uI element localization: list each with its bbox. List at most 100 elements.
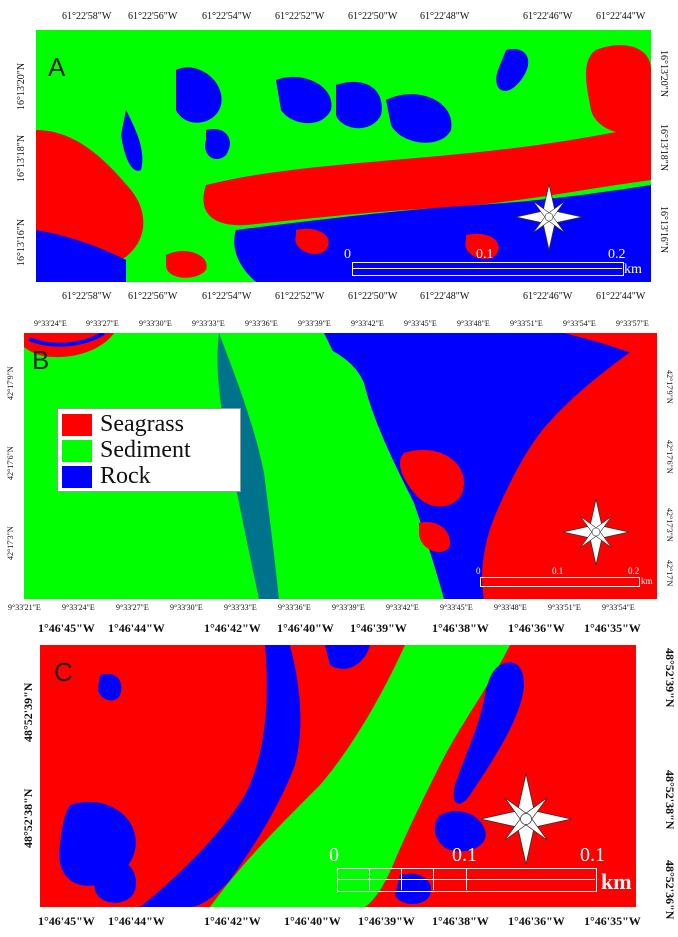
legend-swatch-sediment bbox=[62, 440, 92, 462]
legend-label-sediment: Sediment bbox=[100, 437, 191, 463]
top-tick-b-1: 9°33'27"E bbox=[86, 319, 119, 328]
bottom-tick-a-6: 61°22'46"W bbox=[523, 291, 573, 302]
top-tick-c-6: 1°46'36"W bbox=[508, 621, 565, 635]
right-tick-b-1: 42°17'6"N bbox=[665, 440, 674, 474]
left-tick-c-0: 48°52'39"N bbox=[21, 682, 35, 742]
right-tick-c-0: 48°52'39"N bbox=[663, 648, 677, 708]
bottom-tick-a-7: 61°22'44"W bbox=[596, 291, 646, 302]
top-tick-b-4: 9°33'36"E bbox=[245, 319, 278, 328]
right-tick-b-2: 42°17'3"N bbox=[665, 508, 674, 542]
bottom-tick-c-3: 1°46'40"W bbox=[284, 914, 341, 928]
legend-label-rock: Rock bbox=[100, 463, 151, 489]
top-tick-b-6: 9°33'42"E bbox=[351, 319, 384, 328]
top-tick-a-4: 61°22'50"W bbox=[348, 11, 398, 22]
classification-map-c bbox=[59, 645, 524, 907]
left-tick-a-1: 16°13'18"N bbox=[16, 134, 27, 182]
top-tick-c-0: 1°46'45"W bbox=[38, 621, 95, 635]
top-tick-a-1: 61°22'56"W bbox=[128, 11, 178, 22]
bottom-tick-b-0: 9°33'21"E bbox=[8, 603, 41, 612]
legend-item-rock: Rock bbox=[62, 463, 238, 489]
top-tick-c-1: 1°46'44"W bbox=[108, 621, 165, 635]
left-tick-b-1: 42°17'6"N bbox=[6, 446, 15, 480]
bottom-tick-b-5: 9°33'36"E bbox=[278, 603, 311, 612]
scale-label-b-1: 0.1 bbox=[552, 566, 564, 576]
bottom-tick-a-3: 61°22'52"W bbox=[275, 291, 325, 302]
panel-label-a: A bbox=[48, 52, 66, 82]
top-tick-a-2: 61°22'54"W bbox=[202, 11, 252, 22]
bottom-tick-a-1: 61°22'56"W bbox=[128, 291, 178, 302]
scale-label-b-0: 0 bbox=[476, 566, 481, 576]
top-tick-c-3: 1°46'40"W bbox=[277, 621, 334, 635]
bottom-tick-c-5: 1°46'38"W bbox=[432, 914, 489, 928]
top-tick-b-11: 9°33'57"E bbox=[616, 319, 649, 328]
bottom-tick-c-7: 1°46'35"W bbox=[584, 914, 641, 928]
scale-bar-c-div2 bbox=[401, 868, 402, 890]
scale-unit-b: km bbox=[641, 576, 653, 586]
top-tick-b-7: 9°33'45"E bbox=[404, 319, 437, 328]
right-tick-b-0: 42°17'9"N bbox=[665, 370, 674, 404]
compass-rose-icon bbox=[480, 773, 572, 865]
bottom-tick-b-7: 9°33'42"E bbox=[386, 603, 419, 612]
top-tick-b-8: 9°33'48"E bbox=[457, 319, 490, 328]
top-tick-b-9: 9°33'51"E bbox=[510, 319, 543, 328]
top-tick-b-10: 9°33'54"E bbox=[563, 319, 596, 328]
top-tick-c-4: 1°46'39"W bbox=[350, 621, 407, 635]
top-tick-c-2: 1°46'42"W bbox=[204, 621, 261, 635]
top-tick-a-6: 61°22'46"W bbox=[523, 11, 573, 22]
scale-label-a-0: 0 bbox=[344, 247, 351, 262]
scale-bar-c bbox=[337, 868, 597, 892]
scale-unit-c: km bbox=[601, 869, 632, 894]
top-tick-b-0: 9°33'24"E bbox=[34, 319, 67, 328]
bottom-tick-a-0: 61°22'58"W bbox=[62, 291, 112, 302]
legend-label-seagrass: Seagrass bbox=[100, 411, 184, 437]
right-tick-a-0: 16°13'20"N bbox=[658, 50, 669, 98]
legend: Seagrass Sediment Rock bbox=[57, 408, 241, 492]
legend-item-seagrass: Seagrass bbox=[62, 411, 238, 437]
bottom-tick-b-4: 9°33'33"E bbox=[224, 603, 257, 612]
panel-label-c: C bbox=[54, 657, 73, 687]
top-tick-b-2: 9°33'30"E bbox=[139, 319, 172, 328]
scale-bar-c-div1 bbox=[369, 868, 370, 890]
compass-rose-icon bbox=[515, 183, 583, 251]
left-tick-a-0: 16°13'20"N bbox=[16, 62, 27, 110]
top-tick-a-7: 61°22'44"W bbox=[596, 11, 646, 22]
scale-bar-c-div3 bbox=[433, 868, 434, 890]
bottom-tick-c-4: 1°46'39"W bbox=[358, 914, 415, 928]
scale-label-c-1: 0.1 bbox=[452, 844, 477, 866]
right-tick-a-1: 16°13'18"N bbox=[658, 124, 669, 172]
scale-unit-a: km bbox=[624, 262, 642, 277]
bottom-tick-b-10: 9°33'51"E bbox=[548, 603, 581, 612]
scale-label-c-0: 0 bbox=[329, 844, 339, 866]
left-tick-b-2: 42°17'3"N bbox=[6, 526, 15, 560]
bottom-tick-c-0: 1°46'45"W bbox=[38, 914, 95, 928]
right-tick-b-3: 42°17'N bbox=[665, 560, 674, 587]
bottom-tick-a-5: 61°22'48"W bbox=[420, 291, 470, 302]
right-tick-c-2: 48°52'36"N bbox=[663, 860, 677, 920]
left-tick-c-1: 48°52'38"N bbox=[21, 788, 35, 848]
legend-item-sediment: Sediment bbox=[62, 437, 238, 463]
scale-bar-b bbox=[480, 577, 640, 587]
bottom-tick-b-9: 9°33'48"E bbox=[494, 603, 527, 612]
legend-swatch-seagrass bbox=[62, 414, 92, 436]
top-tick-c-5: 1°46'38"W bbox=[432, 621, 489, 635]
map-a[interactable]: A 0 0.1 0.2 km bbox=[36, 30, 651, 282]
scale-label-a-1: 0.1 bbox=[476, 247, 494, 262]
top-tick-b-5: 9°33'39"E bbox=[298, 319, 331, 328]
bottom-tick-c-1: 1°46'44"W bbox=[108, 914, 165, 928]
top-tick-a-3: 61°22'52"W bbox=[275, 11, 325, 22]
bottom-tick-b-6: 9°33'39"E bbox=[332, 603, 365, 612]
scale-label-b-2: 0.2 bbox=[628, 566, 640, 576]
bottom-tick-b-3: 9°33'30"E bbox=[170, 603, 203, 612]
bottom-tick-b-11: 9°33'54"E bbox=[602, 603, 635, 612]
bottom-tick-c-2: 1°46'42"W bbox=[204, 914, 261, 928]
scale-label-c-2: 0.1 bbox=[580, 844, 605, 866]
right-tick-c-1: 48°52'38"N bbox=[663, 770, 677, 830]
scale-bar-a-mid bbox=[352, 268, 622, 269]
map-c[interactable]: C 0 0.1 0.1 km bbox=[40, 645, 636, 907]
bottom-tick-a-2: 61°22'54"W bbox=[202, 291, 252, 302]
compass-rose-icon bbox=[562, 498, 630, 566]
scale-label-a-2: 0.2 bbox=[608, 247, 626, 262]
bottom-tick-b-1: 9°33'24"E bbox=[62, 603, 95, 612]
scale-bar-c-div4 bbox=[466, 868, 467, 890]
panel-label-b: B bbox=[32, 345, 50, 375]
